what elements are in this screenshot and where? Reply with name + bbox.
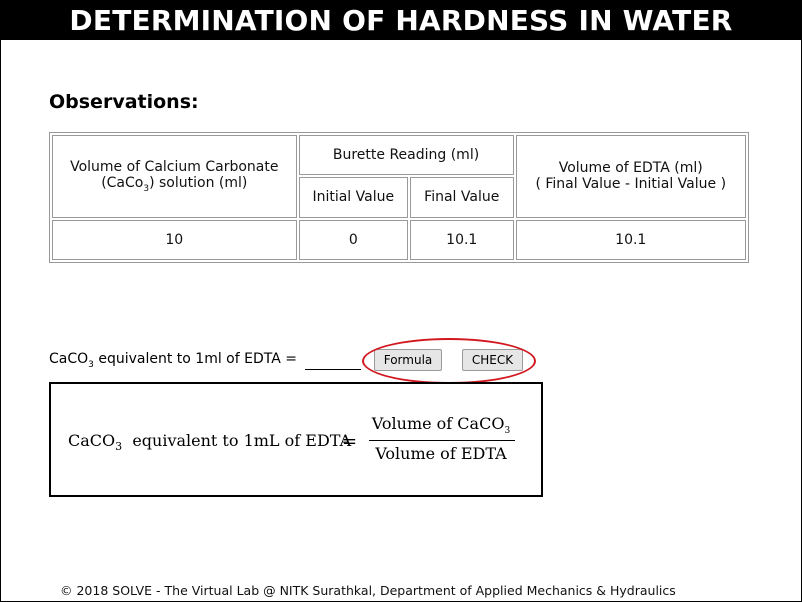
- header-burette-reading: Burette Reading (ml): [298, 135, 514, 176]
- page-title: DETERMINATION OF HARDNESS IN WATER: [1, 1, 801, 40]
- formula-denominator: Volume of EDTA: [375, 444, 507, 464]
- formula-button[interactable]: Formula: [374, 349, 442, 371]
- header-volume-edta-line1: Volume of EDTA (ml): [558, 160, 703, 177]
- observations-heading: Observations:: [49, 91, 199, 113]
- formula-fraction: Volume of CaCO3 Volume of EDTA: [369, 414, 515, 464]
- formula-box: CaCO3 equivalent to 1mL of EDTA = Volume…: [49, 382, 543, 497]
- formula-numerator: Volume of CaCO3: [371, 414, 511, 437]
- cell-volume-caco3: 10: [52, 219, 297, 260]
- header-volume-edta-line2: ( Final Value - Initial Value ): [535, 176, 727, 193]
- formula-lhs: CaCO3 equivalent to 1mL of EDTA: [68, 431, 352, 454]
- header-final-value: Final Value: [410, 177, 514, 218]
- cell-volume-edta: 10.1: [515, 219, 746, 260]
- cell-initial-value: 0: [298, 219, 408, 260]
- caco3-equivalent-input[interactable]: [305, 353, 361, 370]
- check-button[interactable]: CHECK: [462, 349, 523, 371]
- header-volume-caco3-line1: Volume of Calcium Carbonate: [70, 158, 279, 175]
- formula-equals: =: [342, 431, 358, 452]
- fraction-bar: [369, 440, 515, 442]
- header-volume-caco3: Volume of Calcium Carbonate (CaCo3) solu…: [52, 135, 297, 218]
- header-volume-caco3-line2: (CaCo3) solution (ml): [101, 174, 248, 194]
- caco3-equivalent-label: CaCO3 equivalent to 1ml of EDTA =: [49, 351, 297, 370]
- cell-final-value: 10.1: [410, 219, 514, 260]
- header-initial-value: Initial Value: [298, 177, 408, 218]
- header-volume-edta: Volume of EDTA (ml) ( Final Value - Init…: [515, 135, 746, 218]
- observations-table: Volume of Calcium Carbonate (CaCo3) solu…: [49, 132, 749, 263]
- footer-copyright: © 2018 SOLVE - The Virtual Lab @ NITK Su…: [60, 583, 676, 598]
